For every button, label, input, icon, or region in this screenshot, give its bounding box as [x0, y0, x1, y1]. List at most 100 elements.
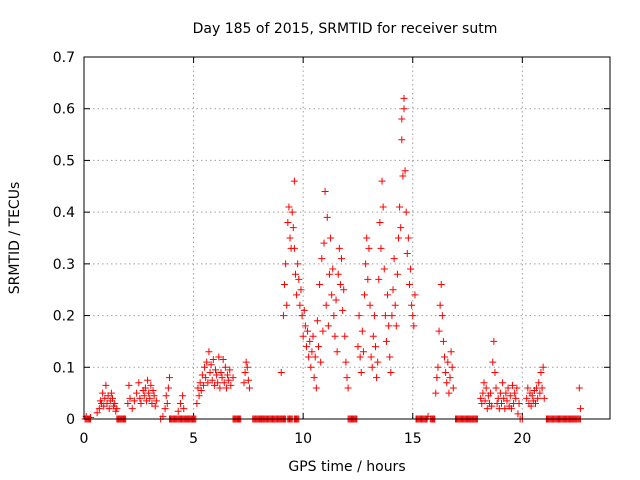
data-point — [141, 384, 149, 392]
data-point — [222, 384, 230, 392]
data-point — [126, 394, 134, 402]
grid — [84, 57, 610, 419]
data-point — [216, 384, 224, 392]
data-point — [401, 167, 409, 175]
plot-frame — [83, 56, 611, 420]
x-tick-label: 10 — [294, 431, 312, 447]
data-points — [81, 94, 584, 423]
data-point — [136, 394, 144, 402]
data-point — [295, 275, 303, 283]
data-point — [436, 301, 444, 309]
data-point — [379, 203, 387, 211]
data-point — [290, 244, 298, 252]
data-point — [152, 397, 160, 405]
data-point — [409, 312, 417, 320]
data-point — [207, 361, 215, 369]
data-point — [339, 306, 347, 314]
data-point — [226, 366, 234, 374]
data-point — [370, 312, 378, 320]
data-point — [227, 381, 235, 389]
data-point — [400, 94, 408, 102]
data-point — [316, 281, 324, 289]
data-point — [284, 218, 292, 226]
data-point — [341, 332, 349, 340]
data-point — [310, 374, 318, 382]
data-point — [371, 343, 379, 351]
data-point — [145, 389, 153, 397]
data-point — [359, 348, 367, 356]
data-point — [95, 405, 103, 413]
data-point — [480, 379, 488, 387]
data-point — [524, 384, 532, 392]
data-point — [215, 353, 223, 361]
data-point — [209, 356, 217, 364]
data-point — [206, 368, 214, 376]
data-point — [108, 394, 116, 402]
data-point — [308, 348, 316, 356]
data-point — [482, 384, 490, 392]
data-point — [487, 389, 495, 397]
data-point — [241, 368, 249, 376]
data-point — [176, 399, 184, 407]
data-point — [343, 374, 351, 382]
data-point — [128, 405, 136, 413]
data-point — [315, 343, 323, 351]
data-point — [204, 379, 212, 387]
data-point — [282, 260, 290, 268]
data-point — [281, 281, 289, 289]
data-point — [329, 265, 337, 273]
data-point — [576, 405, 584, 413]
data-point — [298, 312, 306, 320]
data-point — [399, 172, 407, 180]
data-point — [313, 317, 321, 325]
data-point — [442, 368, 450, 376]
data-point — [481, 397, 489, 405]
data-point — [205, 348, 213, 356]
data-point — [305, 353, 313, 361]
data-point — [396, 203, 404, 211]
data-point — [363, 234, 371, 242]
data-point — [279, 312, 287, 320]
data-point — [220, 379, 228, 387]
data-point — [322, 301, 330, 309]
data-point — [515, 399, 523, 407]
data-point — [344, 384, 352, 392]
data-point — [296, 301, 304, 309]
data-point — [378, 177, 386, 185]
data-point — [311, 353, 319, 361]
data-point — [508, 381, 516, 389]
data-point — [334, 270, 342, 278]
ticks: 0 0.1 0.2 0.3 0.4 0.5 0.6 0.7 0 5 10 15 20 — [53, 50, 610, 447]
data-point — [395, 234, 403, 242]
data-point — [446, 374, 454, 382]
data-point — [245, 384, 253, 392]
data-point — [444, 358, 452, 366]
data-point — [433, 374, 441, 382]
data-point — [535, 379, 543, 387]
data-point — [304, 327, 312, 335]
data-point — [403, 250, 411, 258]
data-point — [507, 405, 515, 413]
data-point — [492, 384, 500, 392]
data-point — [538, 384, 546, 392]
data-point — [405, 281, 413, 289]
x-tick-label: 15 — [404, 431, 422, 447]
data-point — [93, 409, 101, 417]
data-point — [293, 291, 301, 299]
data-point — [380, 265, 388, 273]
data-point — [358, 327, 366, 335]
data-point — [384, 291, 392, 299]
data-point — [435, 327, 443, 335]
data-point — [290, 177, 298, 185]
data-point — [342, 358, 350, 366]
y-axis-label: SRMTID / TECUs — [7, 182, 23, 295]
data-point — [381, 312, 389, 320]
data-point — [164, 384, 172, 392]
y-tick-label: 0.4 — [53, 205, 75, 221]
data-point — [149, 387, 157, 395]
data-point — [498, 399, 506, 407]
data-point — [489, 358, 497, 366]
data-point — [512, 394, 520, 402]
x-tick-label: 0 — [80, 431, 89, 447]
data-point — [356, 353, 364, 361]
